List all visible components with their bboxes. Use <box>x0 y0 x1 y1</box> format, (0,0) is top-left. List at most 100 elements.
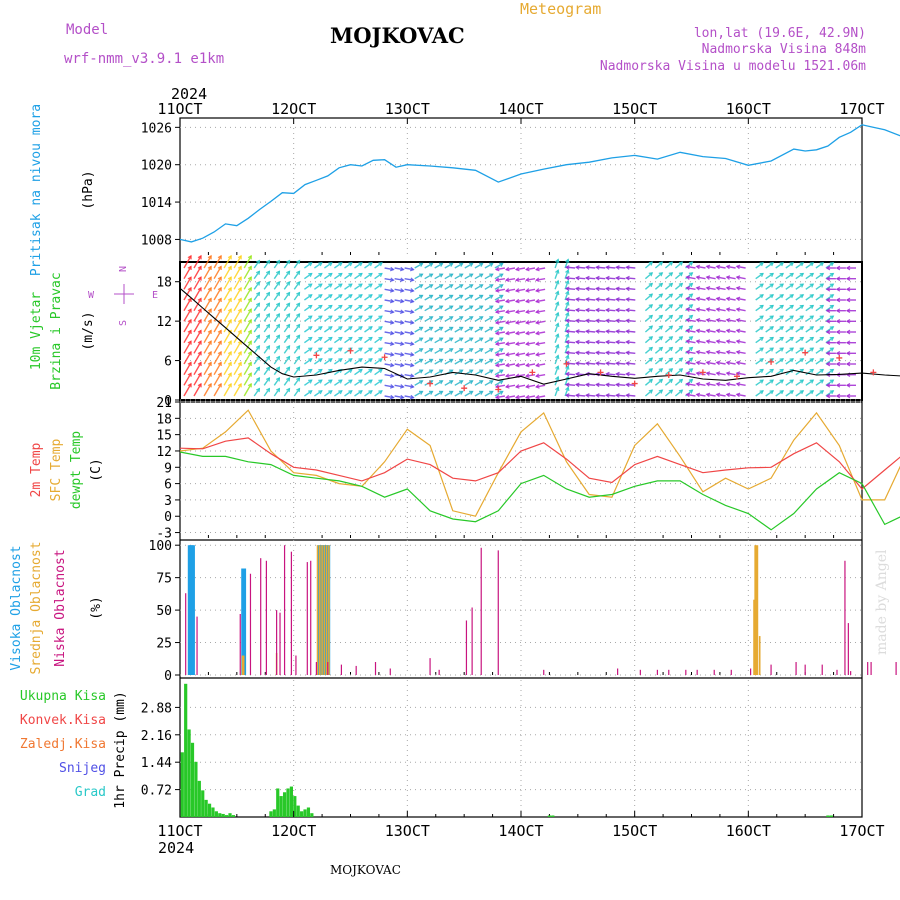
wind-arrow-head <box>504 384 510 389</box>
wind-arrow <box>564 280 569 290</box>
wind-arrow-head <box>615 382 620 388</box>
wind-arrow <box>293 260 301 269</box>
wind-arrow <box>825 390 834 397</box>
wind-arrow <box>596 330 606 333</box>
wind-arrow <box>805 294 814 301</box>
wind-arrow-head <box>207 382 212 388</box>
wind-arrow <box>654 357 663 365</box>
wind-arrow <box>323 358 333 365</box>
wind-arrow <box>554 269 559 279</box>
wind-arrow <box>293 281 301 290</box>
wind-arrow-head <box>779 379 785 384</box>
wind-arrow-head <box>227 372 232 377</box>
wind-arrow <box>313 390 323 397</box>
wind-arrow-head <box>555 333 560 338</box>
wind-arrow-head <box>715 264 721 270</box>
wind-arrow-head <box>459 316 464 321</box>
wind-arrow-head <box>725 381 731 387</box>
wind-arrow-head <box>809 294 815 299</box>
wind-arrow-head <box>605 329 610 334</box>
wind-arrow <box>444 348 453 354</box>
precip-legend-entry: Snijeg <box>59 761 106 776</box>
wind-arrow-head <box>338 315 343 320</box>
wind-arrow-head <box>625 286 630 292</box>
wind-arrow <box>526 352 536 356</box>
wind-arrow-head <box>829 283 835 288</box>
wind-arrow-head <box>779 315 785 320</box>
wind-arrow <box>596 394 606 397</box>
wind-arrow-head <box>197 297 202 303</box>
gust-marker <box>631 380 638 387</box>
wind-arrow-head <box>835 329 841 335</box>
wind-arrow-head <box>695 381 701 387</box>
wind-arrow-head <box>688 304 694 309</box>
wind-arrow <box>805 390 814 397</box>
wind-arrow <box>474 380 483 386</box>
wind-arrow <box>566 298 576 301</box>
wind-arrow-head <box>428 358 434 363</box>
wind-arrow <box>313 294 323 301</box>
wind-arrow <box>716 372 726 376</box>
wind-arrow <box>674 357 683 365</box>
wind-arrow <box>664 336 673 344</box>
wind-arrow-head <box>809 379 815 384</box>
wind-arrow-head <box>809 272 815 277</box>
wind-arrow <box>424 326 433 333</box>
wind-arrow-head <box>779 336 785 341</box>
wind-arrow-head <box>227 276 232 281</box>
wind-arrow <box>243 276 252 290</box>
wind-arrow-head <box>489 337 494 342</box>
wind-arrow-head <box>565 393 570 398</box>
wind-arrow-head <box>328 315 333 320</box>
wind-arrow-head <box>535 309 540 315</box>
wind-arrow-head <box>525 309 530 315</box>
gust-marker <box>870 369 877 376</box>
y-tick-label: 18 <box>156 276 172 291</box>
wind-arrow-head <box>779 283 785 288</box>
wind-arrow <box>404 395 414 399</box>
wind-arrow-head <box>799 379 805 384</box>
wind-arrow <box>183 319 192 333</box>
wind-arrow-head <box>378 294 383 299</box>
wind-arrow-head <box>217 276 222 281</box>
wind-arrow <box>193 298 202 312</box>
wind-arrow-head <box>187 297 192 303</box>
wind-arrow-head <box>459 273 464 278</box>
precip-bar <box>289 786 293 817</box>
wind-arrow-head <box>187 329 192 335</box>
wind-arrow <box>314 315 323 322</box>
wind-arrow <box>586 298 596 301</box>
wind-arrow-head <box>688 357 694 362</box>
wind-arrow <box>454 380 463 386</box>
wind-arrow-head <box>449 305 454 310</box>
wind-arrow <box>736 308 746 312</box>
y-tick-label: 25 <box>156 637 172 652</box>
wind-arrow <box>193 330 202 344</box>
wind-arrow-head <box>265 302 271 307</box>
wind-arrow-head <box>207 297 212 302</box>
wind-arrow-head <box>504 277 510 283</box>
wind-arrow-head <box>296 302 301 307</box>
wind-arrow <box>384 320 394 324</box>
wind-arrow <box>505 320 516 324</box>
wind-arrow-head <box>575 350 580 356</box>
wind-arrow-head <box>187 265 192 271</box>
wind-arrow-head <box>769 379 775 384</box>
wind-arrow-head <box>275 377 281 382</box>
wind-arrow-head <box>237 361 242 367</box>
wind-arrow-head <box>565 375 570 381</box>
wind-arrow-head <box>494 394 500 400</box>
wind-arrow <box>374 358 383 365</box>
wind-arrow-head <box>265 345 271 350</box>
wind-arrow <box>626 266 636 269</box>
wind-arrow-head <box>668 304 674 309</box>
wind-arrow-head <box>825 329 831 335</box>
wind-arrow-head <box>825 318 831 324</box>
wind-arrow <box>303 347 313 354</box>
wind-arrow-head <box>835 265 841 271</box>
wind-arrow-head <box>658 378 664 384</box>
wind-arrow <box>243 287 252 301</box>
wind-arrow <box>404 331 414 335</box>
wind-arrow-head <box>489 369 494 374</box>
